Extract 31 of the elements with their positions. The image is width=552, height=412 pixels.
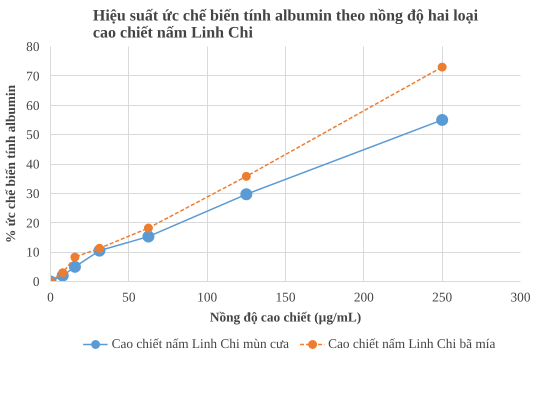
point bbox=[68, 260, 81, 273]
y-tick-label: 30 bbox=[26, 186, 40, 201]
x-tick-label: 300 bbox=[510, 290, 531, 304]
y-tick-label: 50 bbox=[26, 127, 40, 142]
point bbox=[242, 172, 251, 181]
point bbox=[438, 62, 447, 72]
x-tick-label: 50 bbox=[122, 290, 136, 304]
y-tick-label: 40 bbox=[26, 156, 40, 172]
point bbox=[436, 114, 448, 126]
y-axis-title: % ức chế biến tính albumin bbox=[3, 84, 18, 243]
point bbox=[240, 188, 252, 200]
point bbox=[94, 244, 104, 253]
chart-title: Hiệu suất ức chế biến tính albumin theo nồng độ hai loại cao chiết nấm Linh Chi bbox=[92, 8, 479, 42]
point bbox=[144, 224, 153, 233]
x-axis-title: Nồng độ cao chiết (µg/mL) bbox=[210, 310, 362, 324]
y-tick-label: 20 bbox=[26, 215, 40, 230]
point bbox=[70, 252, 80, 262]
x-tick-label: 100 bbox=[197, 290, 218, 304]
y-tick-label: 80 bbox=[26, 39, 40, 54]
y-tick-label: 0 bbox=[32, 274, 40, 289]
y-tick-label: 10 bbox=[26, 244, 40, 260]
point bbox=[142, 230, 154, 243]
legend-label: Cao chiết nấm Linh Chi bã mía bbox=[328, 336, 496, 352]
x-tick-label: 250 bbox=[432, 290, 452, 304]
legend-label: Cao chiết nấm Linh Chi mùn cưa bbox=[112, 336, 290, 352]
point bbox=[58, 268, 68, 278]
x-tick-label: 200 bbox=[354, 290, 374, 304]
x-tick-label: 150 bbox=[276, 290, 296, 304]
x-tick-label: 0 bbox=[47, 290, 54, 304]
y-tick-label: 70 bbox=[26, 68, 40, 84]
y-tick-label: 60 bbox=[26, 98, 40, 113]
